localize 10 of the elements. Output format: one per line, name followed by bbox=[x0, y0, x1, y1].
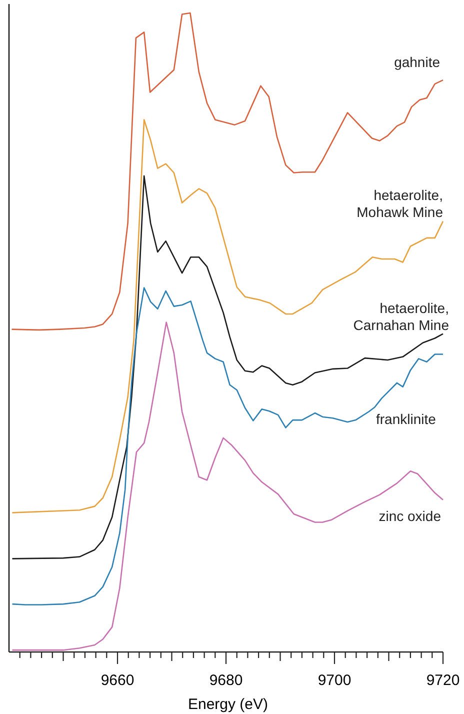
x-tick-label: 9720 bbox=[426, 672, 460, 689]
series-label: hetaerolite, Mohawk Mine bbox=[356, 187, 444, 220]
series-label: franklinite bbox=[376, 411, 436, 427]
x-tick-label: 9660 bbox=[100, 672, 134, 689]
series-label: zinc oxide bbox=[378, 508, 442, 524]
series-label: gahnite bbox=[394, 54, 440, 70]
x-tick-label: 9680 bbox=[209, 672, 243, 689]
x-tick-label: 9700 bbox=[318, 672, 352, 689]
x-axis-title: Energy (eV) bbox=[188, 696, 268, 713]
series-label: hetaerolite, Carnahan Mine bbox=[353, 300, 450, 333]
